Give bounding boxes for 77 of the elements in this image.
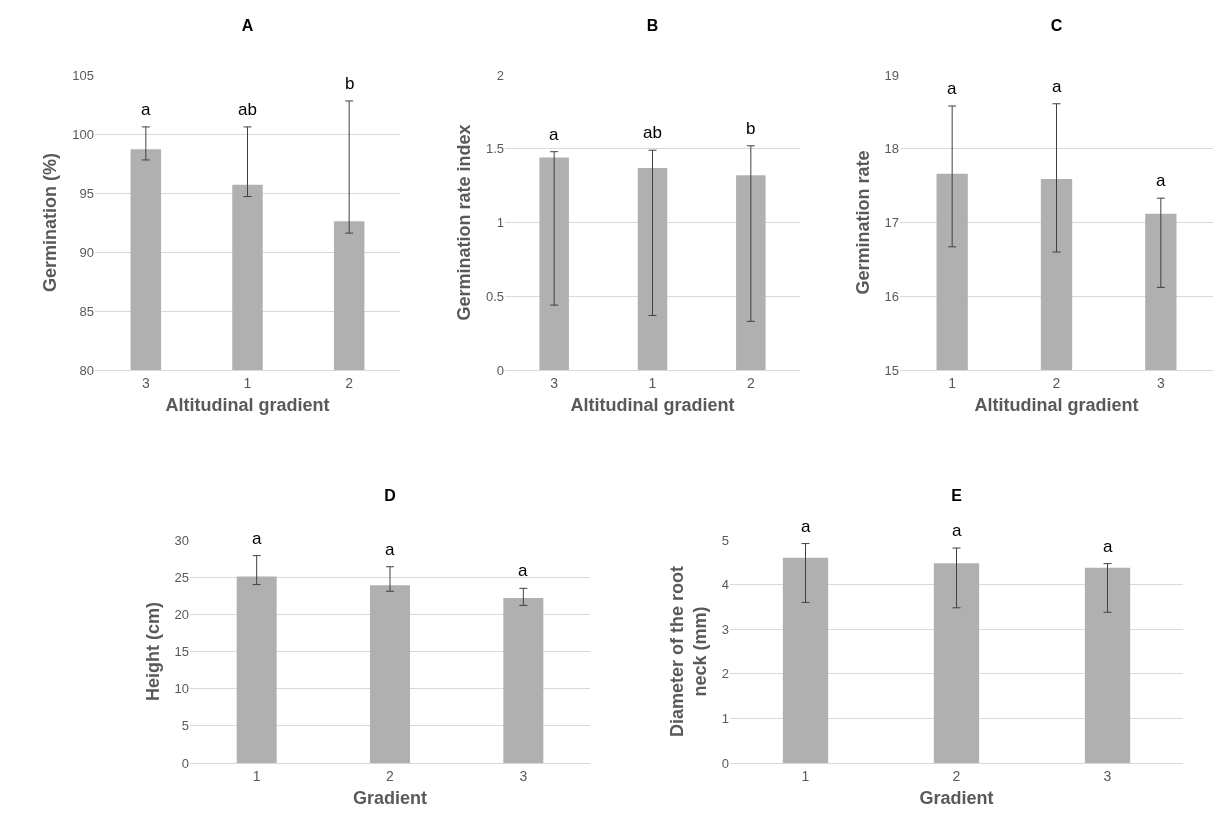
y-tick-label: 2 [721, 666, 729, 682]
x-axis-title: Gradient [352, 787, 428, 808]
x-tick-label: 3 [141, 374, 150, 391]
y-tick-label: 95 [79, 185, 94, 201]
y-tick-label: 80 [79, 362, 94, 378]
x-axis-title: Gradient [919, 787, 994, 808]
chart-title: E [951, 487, 963, 505]
x-tick-label: 1 [948, 374, 957, 391]
x-tick-label: 2 [345, 374, 354, 391]
y-tick-label: 5 [721, 532, 729, 548]
x-tick-label: 3 [519, 767, 528, 784]
chart-title: A [241, 17, 254, 35]
y-axis-title: Height (cm) [142, 601, 163, 701]
y-axis-title: Germination (%) [40, 152, 61, 293]
annotation: ab [643, 123, 662, 142]
y-tick-label: 1.5 [485, 141, 504, 157]
y-tick-label: 90 [79, 244, 94, 260]
annotation: a [1156, 171, 1166, 190]
y-tick-label: 1 [721, 710, 729, 726]
annotation: b [746, 119, 756, 138]
text: a [801, 517, 811, 536]
x-axis-title: Altitudinal gradient [165, 394, 330, 415]
x-tick-label: 2 [386, 767, 395, 784]
y-tick-label: 3 [721, 621, 729, 637]
annotation: a [1103, 537, 1113, 556]
y-tick-label: 15 [884, 362, 899, 378]
y-tick-label: 4 [721, 577, 729, 593]
annotation: a [141, 100, 151, 119]
x-axis-title: Altitudinal gradient [570, 394, 735, 415]
bar [503, 597, 544, 763]
annotation: a [1052, 77, 1062, 96]
y-tick-label: 19 [884, 67, 899, 83]
y-axis-title: Germination rate [852, 150, 873, 295]
annotation: a [549, 125, 559, 144]
x-tick-label: 2 [746, 374, 755, 391]
y-axis-title: Diameter of the root neck (mm) [666, 565, 710, 738]
bar [236, 576, 277, 763]
y-tick-label: 20 [174, 606, 189, 622]
chart-title: C [1050, 17, 1063, 35]
y-tick-label: 85 [79, 303, 94, 319]
x-tick-label: 1 [648, 374, 657, 391]
x-tick-label: 3 [1156, 374, 1165, 391]
x-tick-label: 3 [1103, 767, 1112, 784]
annotation: a [947, 79, 957, 98]
chart-title: B [646, 17, 659, 35]
x-tick-label: 1 [252, 767, 261, 784]
x-axis-title: Altitudinal gradient [974, 394, 1139, 415]
y-tick-label: 18 [884, 141, 899, 157]
y-tick-label: 15 [174, 644, 189, 660]
y-tick-label: 5 [181, 718, 189, 734]
y-tick-label: 0 [721, 755, 729, 771]
x-tick-label: 2 [1052, 374, 1061, 391]
annotation: b [345, 74, 355, 93]
x-tick-label: 1 [801, 767, 810, 784]
y-tick-label: 100 [72, 126, 94, 142]
y-tick-label: 10 [174, 681, 189, 697]
annotation: a [252, 529, 262, 548]
annotation: a [952, 521, 962, 540]
bar [370, 585, 410, 763]
x-tick-label: 1 [243, 374, 252, 391]
x-tick-label: 2 [952, 767, 961, 784]
y-tick-label: 17 [884, 215, 899, 231]
y-axis-title: Germination rate index [454, 124, 475, 321]
annotation: ab [238, 100, 257, 119]
annotation: a [385, 540, 395, 559]
annotation: a [518, 561, 528, 580]
y-tick-label: 16 [884, 288, 899, 304]
y-tick-label: 30 [174, 532, 189, 548]
y-tick-label: 0.5 [485, 288, 504, 304]
y-tick-label: 105 [72, 67, 94, 83]
x-tick-label: 3 [550, 374, 559, 391]
y-tick-label: 0 [181, 755, 189, 771]
y-tick-label: 0 [496, 362, 504, 378]
y-tick-label: 25 [174, 569, 189, 585]
chart-title: D [384, 487, 396, 505]
y-tick-label: 1 [496, 215, 504, 231]
y-tick-label: 2 [496, 67, 504, 83]
